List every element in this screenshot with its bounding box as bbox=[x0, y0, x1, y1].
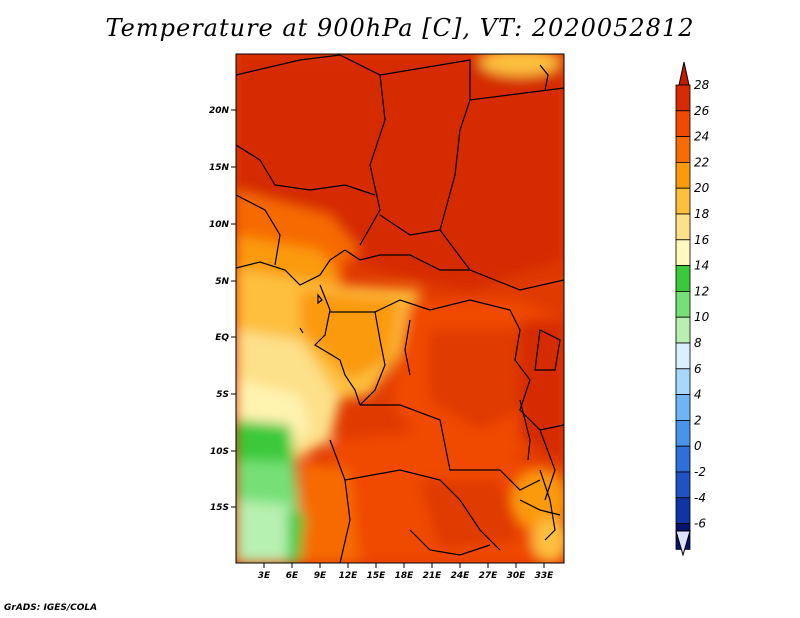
colorbar-top-arrow bbox=[678, 61, 690, 86]
colorbar-bottom-arrow bbox=[675, 530, 691, 557]
colorbar-label: 18 bbox=[694, 207, 710, 221]
map-borders bbox=[236, 54, 564, 563]
colorbar-swatch bbox=[675, 497, 691, 524]
colorbar-label: 14 bbox=[694, 259, 709, 273]
colorbar-swatch bbox=[675, 136, 691, 163]
colorbar-label: 6 bbox=[694, 362, 702, 376]
lat-label-20n: 20N bbox=[209, 106, 230, 116]
colorbar-label: -4 bbox=[694, 491, 706, 505]
colorbar-label: 16 bbox=[694, 233, 710, 247]
colorbar-swatch bbox=[675, 290, 691, 318]
colorbar-label: -6 bbox=[694, 517, 706, 531]
colorbar-swatch bbox=[675, 84, 691, 112]
lon-label-15e: 15E bbox=[367, 571, 387, 581]
lat-label-5n: 5N bbox=[215, 277, 229, 287]
colorbar-label: 26 bbox=[694, 104, 710, 118]
map-title: Temperature at 900hPa [C], VT: 202005281… bbox=[105, 14, 695, 42]
colorbar-label: 28 bbox=[694, 78, 710, 92]
colorbar-swatch bbox=[675, 239, 691, 267]
lon-label-21e: 21E bbox=[423, 571, 443, 581]
lat-label-eq: EQ bbox=[215, 333, 229, 343]
lat-label-5s: 5S bbox=[216, 390, 229, 400]
colorbar-swatch bbox=[675, 213, 691, 241]
colorbar-label: 20 bbox=[694, 181, 710, 195]
credit-text: GrADS: IGES/COLA bbox=[4, 603, 98, 613]
lat-label-15n: 15N bbox=[209, 163, 230, 173]
lat-label-10n: 10N bbox=[209, 220, 230, 230]
lat-label-15s: 15S bbox=[210, 503, 229, 513]
colorbar-label: 10 bbox=[694, 310, 710, 324]
colorbar-swatch bbox=[675, 368, 691, 395]
colorbar-swatch bbox=[675, 419, 691, 447]
colorbar-label: 24 bbox=[694, 130, 709, 144]
lon-label-9e: 9E bbox=[314, 571, 327, 581]
colorbar-swatch bbox=[675, 471, 691, 499]
colorbar-swatch bbox=[675, 394, 691, 421]
lat-label-10s: 10S bbox=[210, 447, 229, 457]
map-frame bbox=[235, 53, 565, 564]
lon-label-33e: 33E bbox=[535, 571, 555, 581]
lon-label-3e: 3E bbox=[258, 571, 271, 581]
lon-label-12e: 12E bbox=[339, 571, 359, 581]
colorbar-swatch bbox=[675, 265, 691, 292]
colorbar-swatch bbox=[675, 342, 691, 370]
lat-axis: 20N 15N 10N 5N EQ 5S 10S 15S bbox=[209, 106, 236, 513]
lon-label-27e: 27E bbox=[479, 571, 499, 581]
colorbar-swatch bbox=[675, 161, 691, 189]
lon-label-24e: 24E bbox=[451, 571, 471, 581]
colorbar-label: 22 bbox=[694, 155, 709, 169]
colorbar-label: 0 bbox=[694, 439, 702, 453]
colorbar-label: 8 bbox=[694, 336, 702, 350]
colorbar-swatch bbox=[675, 445, 691, 473]
colorbar-swatch bbox=[675, 316, 691, 344]
lon-label-6e: 6E bbox=[286, 571, 299, 581]
temperature-field bbox=[236, 54, 564, 563]
lon-label-18e: 18E bbox=[395, 571, 415, 581]
colorbar-label: 2 bbox=[694, 413, 702, 427]
colorbar-label: -2 bbox=[694, 465, 706, 479]
colorbar-label: 4 bbox=[694, 388, 702, 402]
colorbar-swatch bbox=[675, 187, 691, 215]
lon-label-30e: 30E bbox=[507, 571, 527, 581]
colorbar-swatch bbox=[675, 110, 691, 138]
colorbar-label: 12 bbox=[694, 284, 709, 298]
lon-axis: 3E 6E 9E 12E 15E 18E 21E 24E 27E 30E 33E bbox=[258, 563, 554, 581]
